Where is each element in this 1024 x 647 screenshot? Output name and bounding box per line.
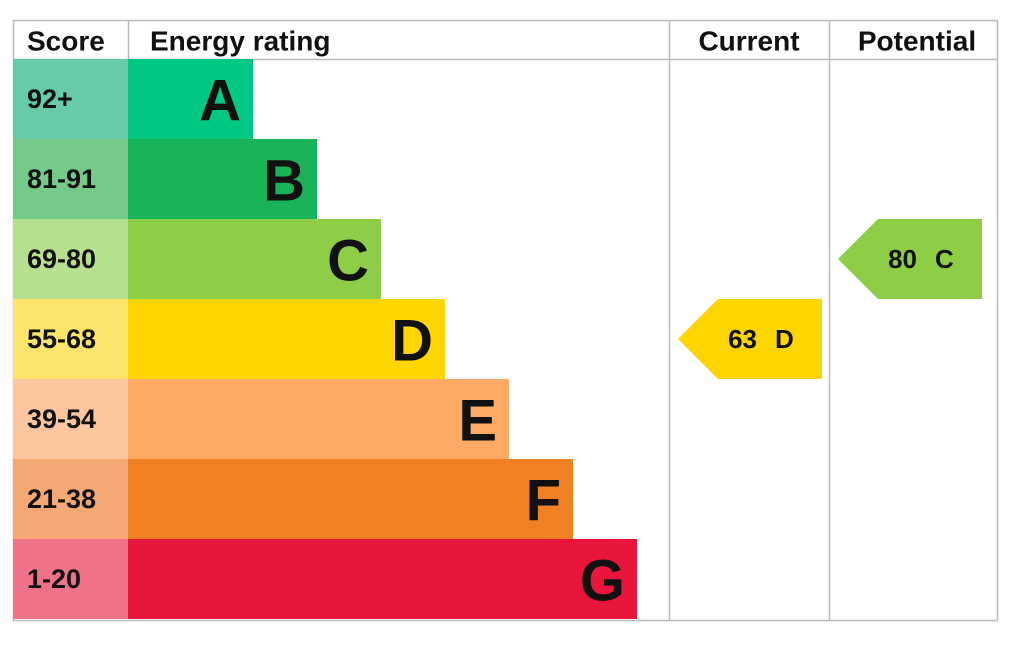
potential-arrow xyxy=(838,219,982,299)
current-score: 63 xyxy=(728,324,757,354)
rating-bar xyxy=(128,299,445,379)
score-cell xyxy=(13,459,128,539)
score-cell xyxy=(13,59,128,139)
score-range: 55-68 xyxy=(27,324,96,354)
header-energy-rating: Energy rating xyxy=(150,26,330,57)
rating-letter: F xyxy=(526,469,561,534)
score-cell xyxy=(13,379,128,459)
potential-rating: C xyxy=(935,244,954,274)
rating-bar xyxy=(128,139,317,219)
rating-bar xyxy=(128,379,509,459)
rating-letter: G xyxy=(580,549,625,614)
header-potential: Potential xyxy=(858,26,976,57)
score-range: 39-54 xyxy=(27,404,96,434)
rating-letter: E xyxy=(458,389,497,454)
rating-letter: C xyxy=(327,229,369,294)
score-range: 81-91 xyxy=(27,164,96,194)
score-cell xyxy=(13,539,128,619)
current-arrow xyxy=(678,299,822,379)
rating-bar xyxy=(128,459,573,539)
score-range: 21-38 xyxy=(27,484,96,514)
score-cell xyxy=(13,299,128,379)
score-cell xyxy=(13,219,128,299)
rating-letter: D xyxy=(391,309,433,374)
current-rating: D xyxy=(775,324,794,354)
rating-letter: A xyxy=(199,69,241,134)
potential-score: 80 xyxy=(888,244,917,274)
score-cell xyxy=(13,139,128,219)
rating-bar xyxy=(128,59,253,139)
rating-bar xyxy=(128,539,637,619)
header-current: Current xyxy=(698,26,799,57)
score-range: 1-20 xyxy=(27,564,81,594)
header-score: Score xyxy=(27,26,105,57)
score-range: 92+ xyxy=(27,84,73,114)
rating-letter: B xyxy=(263,149,305,214)
rating-bar xyxy=(128,219,381,299)
score-range: 69-80 xyxy=(27,244,96,274)
